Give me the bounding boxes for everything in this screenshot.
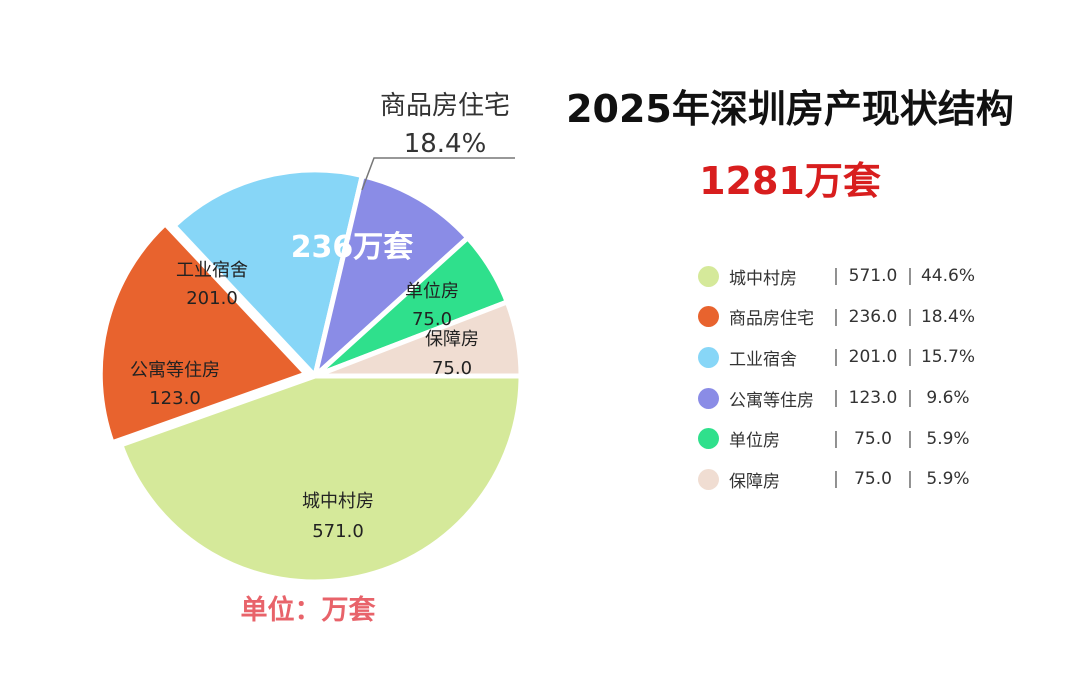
slice-label-industrial-dorm: 工业宿舍: [176, 260, 248, 281]
legend-label: 保障房: [729, 471, 780, 492]
slice-label-urban-village: 城中村房: [302, 491, 374, 512]
slice-value-urban-village: 571.0: [312, 521, 364, 542]
pie-slices: [97, 167, 524, 585]
legend: 城中村房 | 571.0 | 44.6% 商品房住宅 | 236.0 | 18.…: [698, 256, 1058, 500]
legend-label: 商品房住宅: [729, 309, 814, 330]
legend-item: 单位房 | 75.0 | 5.9%: [698, 418, 1058, 459]
legend-separator: |: [833, 469, 839, 490]
legend-item: 商品房住宅 | 236.0 | 18.4%: [698, 297, 1058, 338]
legend-label: 公寓等住房: [729, 390, 814, 411]
legend-separator: |: [907, 469, 913, 490]
legend-percent: 18.4%: [920, 306, 975, 327]
pie-labels: 城中村房571.0工业宿舍201.0公寓等住房123.0单位房75.0保障房75…: [130, 260, 479, 542]
legend-separator: |: [907, 306, 913, 327]
callout-pct: 18.4%: [404, 129, 487, 159]
legend-percent: 5.9%: [926, 469, 970, 490]
legend-separator: |: [907, 428, 913, 449]
legend-swatch: [698, 387, 719, 409]
legend-separator: |: [833, 428, 839, 449]
total-count: 1281万套: [699, 159, 881, 203]
legend-item: 公寓等住房 | 123.0 | 9.6%: [698, 378, 1058, 419]
legend-percent: 44.6%: [920, 266, 975, 287]
legend-item: 保障房 | 75.0 | 5.9%: [698, 459, 1058, 500]
slice-label-work-unit-housing: 单位房: [405, 281, 459, 302]
legend-item: 工业宿舍 | 201.0 | 15.7%: [698, 337, 1058, 378]
legend-percent: 15.7%: [920, 347, 975, 368]
pie-slice-affordable-housing: [312, 299, 524, 379]
legend-value: 201.0: [848, 347, 898, 368]
callout: 商品房住宅 18.4% 236万套: [291, 91, 515, 265]
legend-value: 236.0: [848, 306, 898, 327]
unit-note: 单位：万套: [240, 595, 376, 626]
pie-slice-apartment: [312, 173, 471, 379]
slice-value-affordable-housing: 75.0: [432, 358, 472, 379]
legend-separator: |: [833, 266, 839, 287]
legend-label: 工业宿舍: [729, 349, 797, 370]
pie-slice-urban-village: [118, 373, 524, 585]
slice-label-apartment: 公寓等住房: [130, 360, 220, 381]
legend-separator: |: [907, 347, 913, 368]
legend-value: 75.0: [854, 469, 892, 490]
legend-swatch: [698, 306, 719, 328]
legend-separator: |: [907, 388, 913, 409]
legend-label: 城中村房: [729, 268, 797, 289]
pie-slice-industrial-dorm: [171, 167, 365, 379]
slice-value-apartment: 123.0: [149, 388, 201, 409]
legend-value: 123.0: [848, 388, 898, 409]
legend-percent: 5.9%: [926, 428, 970, 449]
legend-label: 单位房: [729, 431, 780, 452]
legend-value: 571.0: [848, 266, 898, 287]
slice-value-work-unit-housing: 75.0: [412, 309, 452, 330]
legend-value: 75.0: [854, 428, 892, 449]
legend-swatch: [698, 468, 719, 490]
chart-title: 2025年深圳房产现状结构: [566, 87, 1014, 131]
callout-leader-line: [361, 157, 515, 191]
legend-separator: |: [833, 306, 839, 327]
callout-inner-value: 236万套: [291, 230, 414, 265]
callout-name: 商品房住宅: [380, 91, 510, 121]
legend-swatch: [698, 346, 719, 368]
legend-separator: |: [833, 388, 839, 409]
legend-separator: |: [833, 347, 839, 368]
pie-slice-commercial-housing: [97, 221, 309, 446]
legend-separator: |: [907, 266, 913, 287]
slice-value-industrial-dorm: 201.0: [186, 288, 238, 309]
legend-swatch: [698, 428, 719, 450]
legend-swatch: [698, 265, 719, 287]
legend-percent: 9.6%: [926, 388, 970, 409]
legend-item: 城中村房 | 571.0 | 44.6%: [698, 256, 1058, 297]
slice-label-affordable-housing: 保障房: [425, 329, 479, 350]
